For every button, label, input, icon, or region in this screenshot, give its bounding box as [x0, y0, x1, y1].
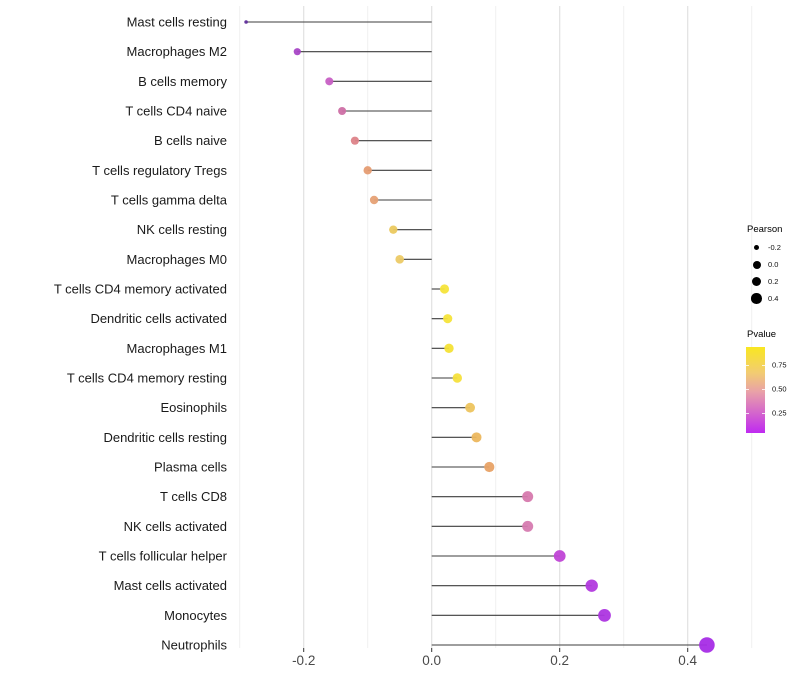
x-tick-label: 0.2 — [550, 653, 569, 668]
category-label: Mast cells resting — [127, 15, 227, 30]
lollipop-dot — [598, 608, 611, 622]
lollipop-dot — [443, 314, 453, 324]
lollipop-dot — [699, 637, 715, 653]
category-label: Neutrophils — [161, 638, 227, 653]
category-label: Eosinophils — [161, 400, 228, 415]
pvalue-tick-label: 0.75 — [772, 360, 787, 370]
pearson-legend-entry-label: 0.2 — [768, 277, 779, 286]
category-label: Dendritic cells resting — [103, 430, 227, 445]
lollipop-dot — [522, 491, 534, 503]
pvalue-colorbar-tick — [762, 365, 765, 366]
category-label: Monocytes — [164, 608, 227, 623]
lollipop-dot — [350, 136, 359, 145]
category-label: T cells gamma delta — [111, 193, 228, 208]
pvalue-colorbar-tick — [762, 413, 765, 414]
category-label: T cells CD4 memory resting — [67, 371, 227, 386]
x-tick-label: 0.0 — [422, 653, 441, 668]
category-label: T cells follicular helper — [99, 549, 228, 564]
lollipop-dot — [465, 402, 475, 413]
pearson-legend-entry: 0.2 — [741, 273, 800, 290]
category-label: Macrophages M2 — [127, 44, 227, 59]
lollipop-dot — [553, 550, 566, 562]
x-tick-label: 0.4 — [678, 653, 697, 668]
pvalue-tick-label: 0.50 — [772, 384, 787, 394]
category-label: Macrophages M1 — [127, 341, 227, 356]
lollipop-dot — [471, 432, 482, 443]
lollipop-dot — [325, 77, 334, 86]
lollipop-dot — [484, 461, 495, 473]
category-label: Macrophages M0 — [127, 252, 227, 267]
pearson-legend-dot-icon — [753, 244, 760, 251]
x-tick-label: -0.2 — [292, 653, 315, 668]
pearson-legend-title: Pearson — [747, 224, 783, 235]
pvalue-colorbar-tick — [746, 365, 749, 366]
pearson-size-legend: Pearson -0.2 0.0 0.2 0.4 — [741, 224, 800, 307]
legend: Pearson -0.2 0.0 0.2 0.4 Pvalue 0.75 0.50 0.2… — [741, 224, 800, 437]
category-label: T cells CD4 memory activated — [54, 282, 227, 297]
pearson-legend-dot-cell — [750, 292, 763, 305]
lollipop-dot — [293, 48, 301, 56]
lollipop-dot — [369, 195, 379, 205]
pvalue-colorbar-tick — [746, 413, 749, 414]
category-label: NK cells activated — [124, 519, 227, 534]
lollipop-dot — [244, 20, 248, 24]
pearson-legend-entry: 0.4 — [741, 290, 800, 307]
pvalue-color-legend: Pvalue 0.75 0.50 0.25 — [741, 329, 800, 437]
pearson-legend-dot-icon — [752, 260, 761, 269]
category-label: B cells naive — [154, 133, 227, 148]
category-label: T cells CD4 naive — [125, 104, 227, 119]
lollipop-dot — [389, 225, 398, 234]
pearson-legend-entry-label: 0.4 — [768, 294, 779, 303]
pearson-legend-entry-label: -0.2 — [768, 243, 781, 252]
lollipop-dot — [522, 520, 534, 532]
pvalue-colorbar-tick — [746, 389, 749, 390]
pvalue-legend-title: Pvalue — [747, 329, 777, 340]
pearson-legend-dot-icon — [751, 276, 762, 287]
pvalue-colorbar — [746, 347, 765, 433]
lollipop-dot — [444, 343, 454, 354]
lollipop-dot — [439, 284, 450, 294]
lollipop-dot — [452, 373, 462, 383]
lollipop-dot — [585, 579, 598, 592]
pearson-legend-entry: 0.0 — [741, 256, 800, 273]
pearson-legend-dot-cell — [750, 275, 763, 288]
category-label: T cells regulatory Tregs — [92, 163, 227, 178]
pvalue-tick-label: 0.25 — [772, 408, 787, 418]
lollipop-dot — [395, 255, 405, 264]
category-label: B cells memory — [138, 74, 227, 89]
pearson-legend-dot-cell — [750, 241, 763, 254]
pearson-legend-dot-icon — [751, 293, 762, 304]
category-label: Mast cells activated — [114, 578, 227, 593]
category-label: Plasma cells — [154, 460, 227, 475]
pearson-legend-entry-label: 0.0 — [768, 260, 779, 269]
pvalue-colorbar-tick — [762, 389, 765, 390]
pvalue-colorbar-wrap: 0.75 0.50 0.25 — [746, 347, 800, 437]
category-label: T cells CD8 — [160, 489, 227, 504]
pearson-legend-entries: -0.2 0.0 0.2 0.4 — [741, 239, 800, 307]
lollipop-dot — [338, 107, 347, 116]
category-label: NK cells resting — [137, 222, 227, 237]
lollipop-dot — [363, 166, 372, 175]
pearson-legend-dot-cell — [750, 258, 763, 271]
category-label: Dendritic cells activated — [90, 311, 227, 326]
pearson-legend-entry: -0.2 — [741, 239, 800, 256]
